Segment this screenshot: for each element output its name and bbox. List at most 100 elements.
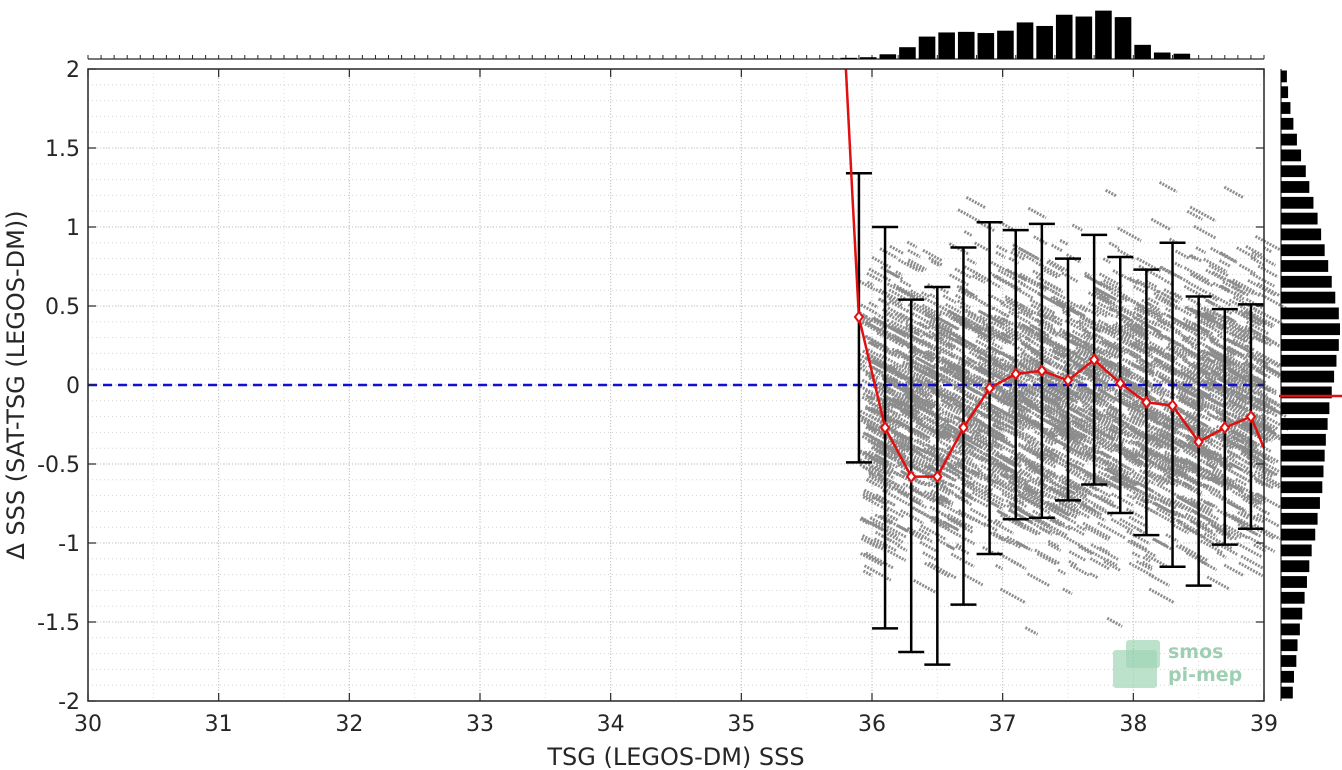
y-tick-label: -1 xyxy=(58,532,80,557)
right-histogram-bar xyxy=(1281,576,1307,588)
y-tick-label: -1.5 xyxy=(37,611,80,636)
right-histogram-bar xyxy=(1281,117,1294,130)
right-histogram-bar xyxy=(1281,418,1328,430)
mean-marker xyxy=(1010,367,1022,381)
mean-marker xyxy=(1088,353,1100,367)
right-histogram-bar xyxy=(1281,386,1332,399)
x-tick-label: 30 xyxy=(74,712,102,737)
x-tick-label: 32 xyxy=(335,712,363,737)
top-histogram-bar xyxy=(918,36,936,59)
x-tick-label: 34 xyxy=(597,712,625,737)
x-tick-label: 39 xyxy=(1250,712,1278,737)
right-histogram-bar xyxy=(1281,339,1339,351)
top-histogram-bar xyxy=(977,33,995,59)
x-tick-label: 38 xyxy=(1119,712,1147,737)
top-histogram-bar xyxy=(1114,17,1132,59)
top-histogram-bar xyxy=(859,57,877,59)
top-histogram-bar xyxy=(840,57,857,59)
right-histogram-bar xyxy=(1281,402,1330,415)
mean-marker xyxy=(1167,398,1178,413)
x-tick-label: 31 xyxy=(205,712,233,737)
logo-line2: pi-mep xyxy=(1168,664,1242,686)
right-histogram-bar xyxy=(1281,165,1306,178)
top-histogram-bar xyxy=(1075,16,1093,59)
mean-marker xyxy=(853,310,865,324)
right-histogram-bar xyxy=(1281,623,1300,636)
mean-line-layer xyxy=(844,68,1266,484)
right-histogram-bar xyxy=(1281,354,1337,367)
right-histogram-bar xyxy=(1281,655,1297,667)
right-histogram-bar xyxy=(1281,307,1339,320)
right-histogram-bar xyxy=(1281,639,1298,652)
right-histogram-bar xyxy=(1281,244,1325,257)
top-histogram-bar xyxy=(1095,10,1112,60)
x-tick-label: 36 xyxy=(858,712,886,737)
right-histogram-bar xyxy=(1281,70,1287,83)
top-histogram-bar xyxy=(1173,53,1191,59)
y-tick-label: -2 xyxy=(58,690,80,715)
x-tick-label: 35 xyxy=(727,712,755,737)
mean-marker xyxy=(984,381,995,395)
top-histogram-bar xyxy=(1055,14,1073,59)
right-histogram-bar xyxy=(1281,481,1323,494)
y-tick-label: 0.5 xyxy=(45,295,80,320)
tick-labels: 30 31 32 33 34 35 36 37 38 39 -2 -1.5 -1 -0.5 0 0.5 1 1.5… xyxy=(37,58,1278,737)
right-histogram-bar xyxy=(1281,528,1316,541)
right-histogram-bar xyxy=(1281,544,1312,557)
y-tick-label: 2 xyxy=(66,58,80,83)
right-histogram-bar xyxy=(1281,449,1325,462)
right-histogram-bar xyxy=(1281,149,1302,162)
right-histogram-bar xyxy=(1281,512,1318,525)
x-tick-label: 37 xyxy=(989,712,1017,737)
logo-mark-icon xyxy=(1126,640,1160,668)
top-histogram-bar xyxy=(1134,44,1151,59)
right-histogram-bar xyxy=(1281,323,1340,336)
right-histogram-bar xyxy=(1281,133,1297,146)
right-histogram-bar xyxy=(1281,86,1289,99)
right-histogram-bar xyxy=(1281,670,1294,683)
top-histogram-bar xyxy=(938,32,955,59)
mean-marker xyxy=(1036,364,1048,378)
right-histogram-bar xyxy=(1281,196,1314,209)
right-histogram-bar xyxy=(1281,591,1305,604)
y-axis-label: Δ SSS (SAT-TSG (LEGOS-DM)) xyxy=(2,210,30,559)
mean-marker xyxy=(1114,376,1126,391)
mean-marker xyxy=(1193,435,1204,449)
x-tick-label: 33 xyxy=(466,712,494,737)
top-histogram-bar xyxy=(879,54,897,59)
top-histogram-bar xyxy=(1153,52,1171,59)
right-histogram xyxy=(1279,69,1342,701)
top-histogram-bar xyxy=(1016,22,1034,60)
top-histogram-bar xyxy=(957,31,975,59)
right-histogram-bar xyxy=(1281,607,1303,620)
top-histogram-bar xyxy=(820,58,838,59)
mean-marker xyxy=(905,470,917,484)
mean-marker xyxy=(1219,421,1231,435)
right-histogram-bar xyxy=(1281,433,1326,446)
top-histogram-bar xyxy=(997,30,1014,59)
right-histogram-bar xyxy=(1281,260,1329,272)
y-tick-label: -0.5 xyxy=(37,453,80,478)
right-histogram-bar xyxy=(1281,228,1322,241)
y-tick-label: 0 xyxy=(66,374,80,399)
right-histogram-bar xyxy=(1281,497,1320,509)
right-histogram-bar xyxy=(1281,465,1324,478)
right-histogram-bar xyxy=(1281,370,1335,383)
right-histogram-bar xyxy=(1281,212,1318,225)
mean-marker xyxy=(879,421,891,435)
right-histogram-bar xyxy=(1281,275,1332,288)
watermark-logo: smos pi-mep xyxy=(1113,640,1242,688)
x-axis-label: TSG (LEGOS-DM) SSS xyxy=(546,743,804,770)
top-histogram xyxy=(87,10,1265,60)
top-histogram-bar xyxy=(1036,25,1053,59)
logo-line1: smos xyxy=(1168,641,1223,663)
right-histogram-bar xyxy=(1281,560,1310,573)
plot-frame xyxy=(87,68,1265,702)
right-histogram-bar xyxy=(1281,181,1310,193)
right-histogram-bar xyxy=(1281,102,1291,114)
top-histogram-bar xyxy=(899,47,916,59)
mean-marker xyxy=(1141,395,1152,409)
y-tick-label: 1 xyxy=(66,216,80,241)
right-histogram-bar xyxy=(1281,291,1336,304)
